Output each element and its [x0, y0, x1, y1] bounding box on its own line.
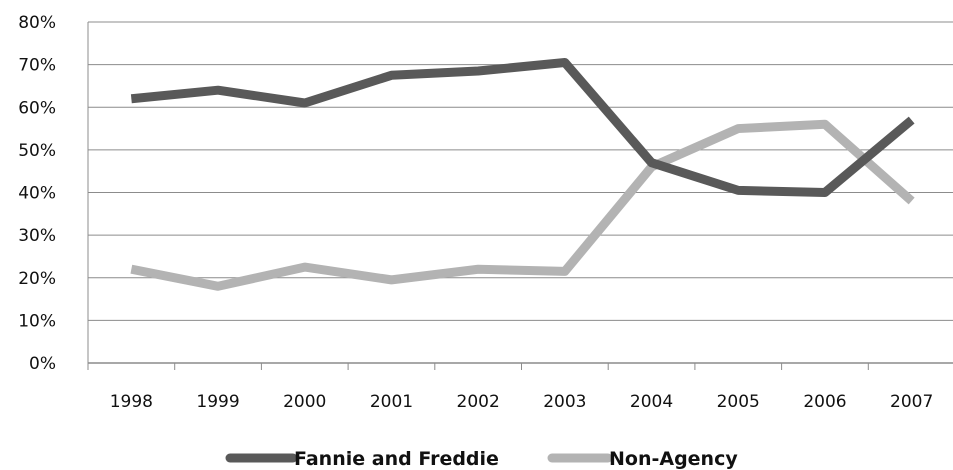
y-tick-label: 60%: [18, 98, 56, 118]
x-tick-label: 1998: [110, 392, 153, 412]
y-tick-label: 30%: [18, 226, 56, 246]
y-tick-label: 40%: [18, 184, 56, 204]
x-tick-label: 2000: [283, 392, 326, 412]
legend-label: Non-Agency: [609, 448, 738, 470]
legend: Fannie and Freddie Non-Agency: [225, 448, 738, 470]
y-tick-label: 50%: [18, 141, 56, 161]
series-line-non-agency: [130, 119, 915, 291]
x-tick-label: 2006: [803, 392, 846, 412]
series-lines: [130, 57, 915, 291]
y-tick-label: 80%: [18, 13, 56, 33]
gridlines: [88, 21, 953, 321]
axes: [87, 22, 953, 370]
x-tick-label: 2007: [890, 392, 933, 412]
x-tick-label: 2001: [370, 392, 413, 412]
x-tick-label: 2004: [630, 392, 673, 412]
x-tick-label: 2003: [543, 392, 586, 412]
y-tick-label: 70%: [18, 56, 56, 76]
y-tick-label: 0%: [29, 354, 56, 374]
legend-item-fannie-and-freddie: Fannie and Freddie: [225, 448, 499, 470]
series-line-fannie-and-freddie: [130, 57, 915, 197]
y-tick-label: 10%: [18, 311, 56, 331]
y-axis-tick-labels: 0% 10% 20% 30% 40% 50% 60% 70% 80%: [18, 13, 56, 374]
x-tick-label: 2002: [457, 392, 500, 412]
legend-item-non-agency: Non-Agency: [547, 448, 738, 470]
x-tick-label: 2005: [717, 392, 760, 412]
legend-label: Fannie and Freddie: [294, 448, 499, 470]
x-tick-label: 1999: [196, 392, 239, 412]
x-axis-tick-labels: 1998 1999 2000 2001 2002 2003 2004 2005 2006 2007: [110, 392, 934, 412]
y-tick-label: 20%: [18, 269, 56, 289]
